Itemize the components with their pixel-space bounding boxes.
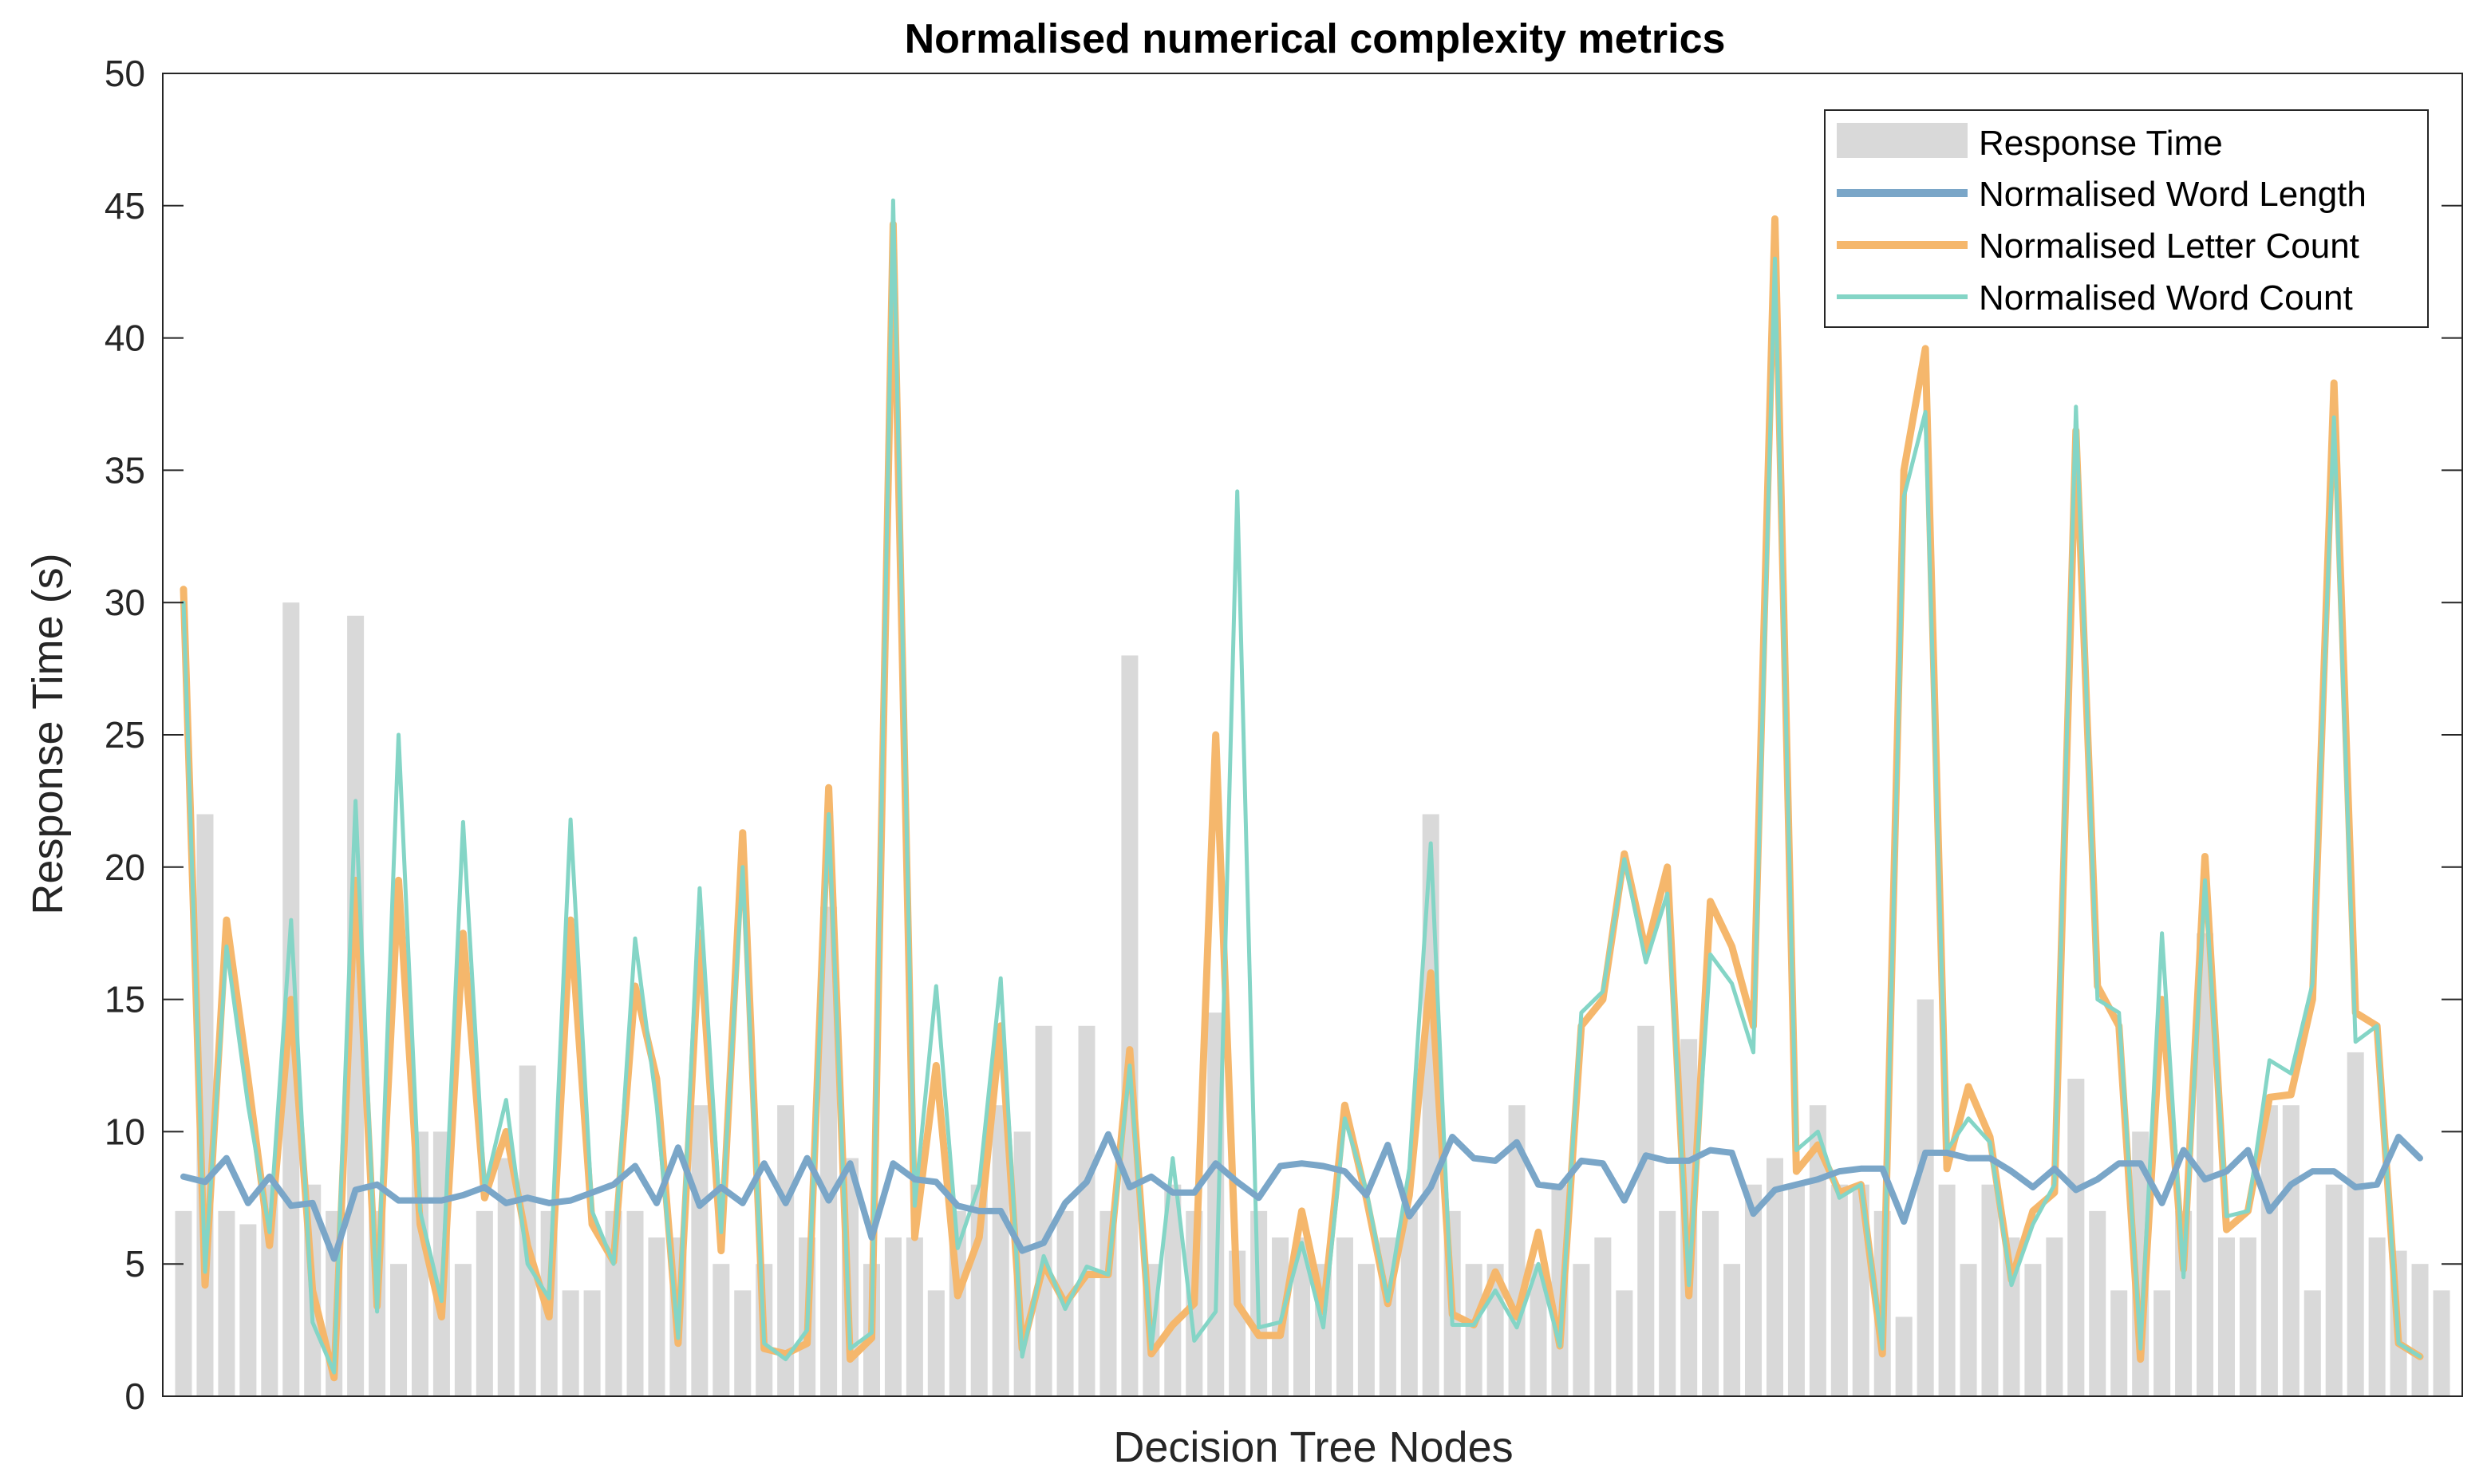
y-tick-label: 35 (105, 449, 145, 491)
response-time-bar (2089, 1210, 2106, 1396)
word-count-line (181, 198, 2422, 1375)
response-time-bar (1400, 1210, 1418, 1396)
response-time-bar (1637, 1025, 1655, 1396)
response-time-bar (497, 1158, 515, 1396)
response-time-bar (583, 1290, 601, 1396)
response-time-bar (1121, 655, 1139, 1396)
response-time-bar (2067, 1079, 2085, 1396)
y-tick-label: 10 (105, 1111, 145, 1152)
y-tick-label: 15 (105, 979, 145, 1020)
response-time-bar (1830, 1184, 1848, 1396)
response-time-bar (1981, 1184, 1999, 1396)
response-time-bar (2217, 1237, 2235, 1396)
response-time-bar (1078, 1025, 1095, 1396)
response-time-bar (927, 1290, 945, 1396)
response-time-bar (2024, 1264, 2042, 1396)
response-time-bar (476, 1210, 493, 1396)
response-time-bar (2260, 1105, 2278, 1396)
response-time-bar (1895, 1316, 1913, 1396)
response-time-bar (454, 1264, 472, 1396)
x-axis-label: Decision Tree Nodes (1113, 1423, 1513, 1471)
response-time-bar (1035, 1025, 1052, 1396)
response-time-bar (2046, 1237, 2063, 1396)
response-time-bar (239, 1224, 257, 1396)
response-time-bar (992, 1105, 1009, 1396)
response-time-bar (1573, 1264, 1590, 1396)
y-tick-label: 5 (124, 1243, 145, 1285)
response-time-bar (820, 906, 838, 1396)
y-axis-label: Response Time (s) (24, 553, 72, 914)
response-time-bar (562, 1290, 579, 1396)
response-time-bar (2197, 933, 2214, 1396)
y-tick-label: 20 (105, 847, 145, 888)
y-tick-label: 50 (105, 53, 145, 94)
y-tick-label: 25 (105, 714, 145, 756)
response-time-bar (2325, 1184, 2343, 1396)
response-time-bar (218, 1210, 235, 1396)
response-time-bar (2411, 1264, 2429, 1396)
response-time-bar (1938, 1184, 1956, 1396)
response-time-bar (1336, 1237, 1353, 1396)
response-time-bar (390, 1264, 408, 1396)
y-tick-label: 0 (124, 1375, 145, 1417)
y-tick-label: 30 (105, 582, 145, 623)
y-tick-label: 45 (105, 185, 145, 227)
response-time-bar (1594, 1237, 1612, 1396)
metric-lines (180, 198, 2424, 1382)
response-time-bar (884, 1237, 902, 1396)
response-time-bar (1766, 1158, 1783, 1396)
response-time-bar (1659, 1210, 1676, 1396)
response-time-bar (1164, 1184, 1182, 1396)
response-time-bar (1530, 1264, 1547, 1396)
response-time-bar (906, 1237, 923, 1396)
response-time-bar (2368, 1237, 2386, 1396)
legend-label-letter-count: Normalised Letter Count (1979, 227, 2359, 266)
legend-swatch-response-time (1837, 123, 1968, 158)
response-time-bar (734, 1290, 752, 1396)
response-time-bar (175, 1210, 192, 1396)
response-time-bar (1960, 1264, 1977, 1396)
response-time-bar (648, 1237, 665, 1396)
response-time-bar (2347, 1052, 2364, 1396)
response-time-bar (713, 1264, 730, 1396)
response-time-bar (1616, 1290, 1633, 1396)
word-length-line (180, 1131, 2423, 1262)
response-time-bar (1787, 1184, 1805, 1396)
response-time-bar (777, 1105, 795, 1396)
response-time-bar (970, 1184, 988, 1396)
legend-label-word-length: Normalised Word Length (1979, 175, 2367, 214)
legend: Response Time Normalised Word Length Nor… (1824, 109, 2429, 328)
response-time-bar (1357, 1264, 1375, 1396)
response-time-bar (691, 1105, 709, 1396)
response-time-bar (626, 1210, 644, 1396)
response-time-bar (1723, 1264, 1741, 1396)
response-time-bar (2303, 1290, 2321, 1396)
response-time-bar (1465, 1264, 1482, 1396)
chart-title: Normalised numerical complexity metrics (905, 16, 1726, 62)
response-time-bar (2110, 1290, 2128, 1396)
response-time-bar (2239, 1237, 2256, 1396)
response-time-bar (1229, 1250, 1246, 1396)
response-time-bar (1745, 1184, 1763, 1396)
response-time-bar (1680, 1039, 1698, 1396)
response-time-bar (1917, 999, 1934, 1396)
response-time-bar (1702, 1210, 1719, 1396)
response-time-bar (1293, 1237, 1311, 1396)
response-time-bar (2282, 1105, 2300, 1396)
legend-label-word-count: Normalised Word Count (1979, 278, 2353, 318)
legend-label-response-time: Response Time (1979, 124, 2223, 163)
y-axis-ticks: 0 5 10 15 20 25 30 35 40 45 50 (105, 53, 2462, 1417)
y-tick-label: 40 (105, 318, 145, 359)
response-time-bar (2433, 1290, 2450, 1396)
response-time-bar (2153, 1290, 2171, 1396)
